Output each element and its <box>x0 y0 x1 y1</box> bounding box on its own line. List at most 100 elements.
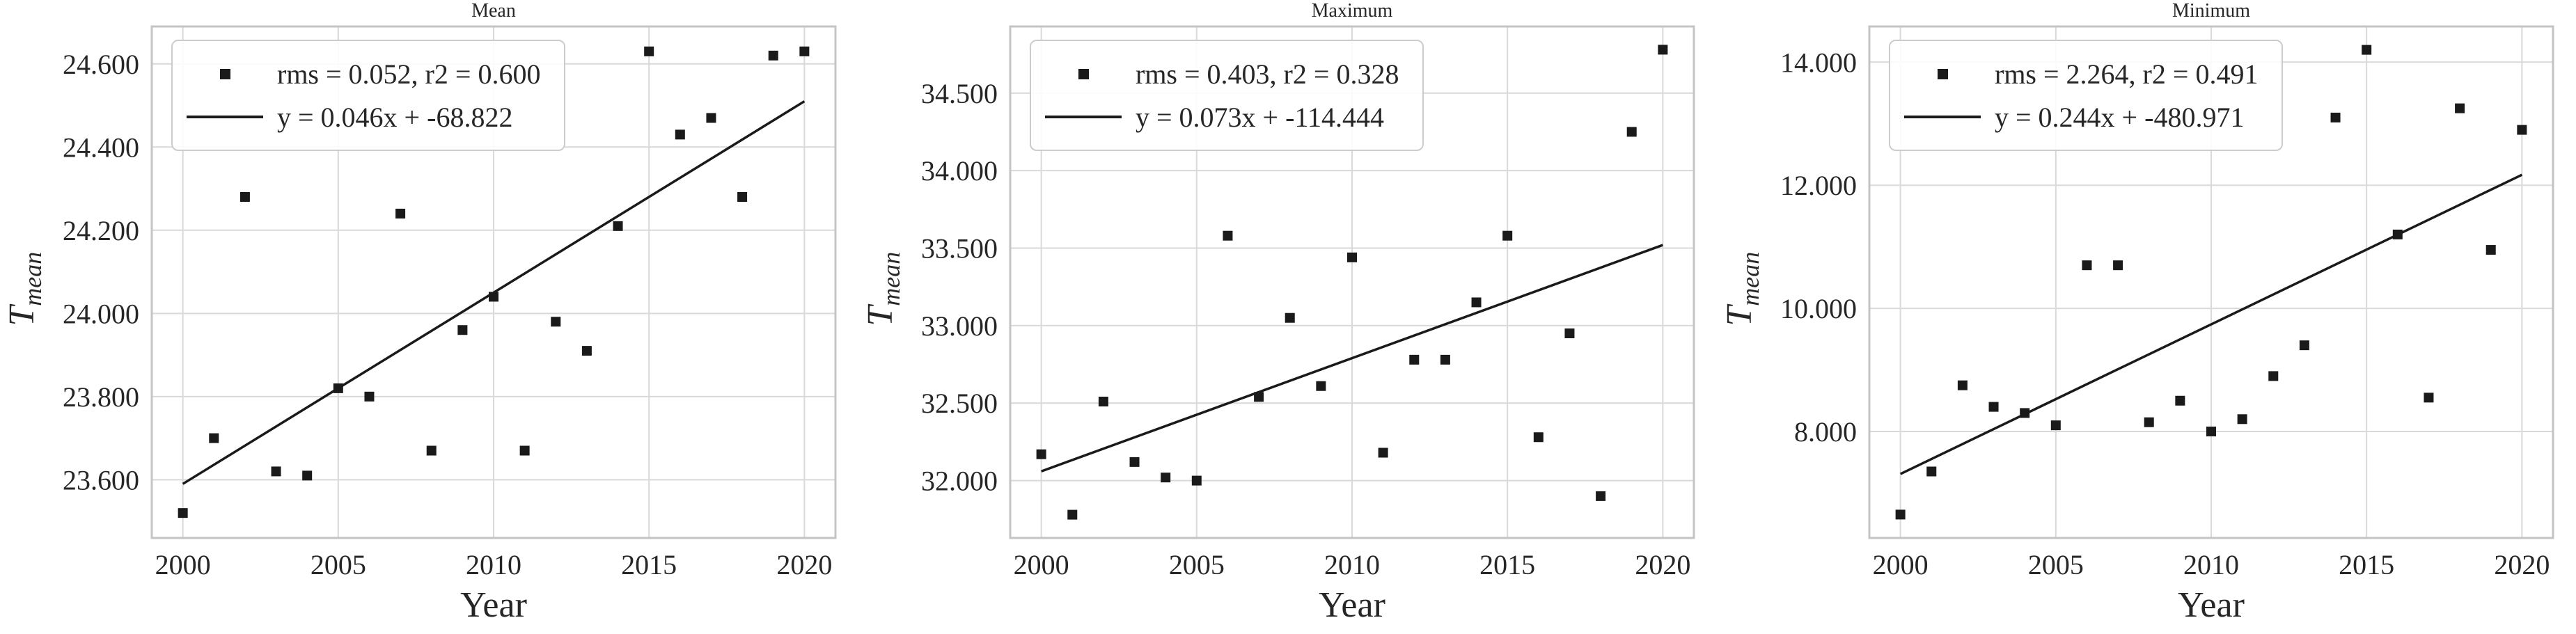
y-axis-label-symbol: T <box>1719 306 1759 326</box>
legend-line-sample-icon <box>1045 116 1122 118</box>
data-point <box>2237 414 2247 425</box>
data-point <box>2455 103 2465 113</box>
data-point <box>2362 45 2372 55</box>
legend-row-line: y = 0.244x + -480.971 <box>1890 95 2258 138</box>
legend-marker-cell <box>1890 116 1995 118</box>
data-point <box>1626 127 1637 137</box>
y-tick-label: 32.500 <box>921 388 998 419</box>
data-point <box>1957 380 1968 390</box>
data-point <box>395 208 406 219</box>
data-point <box>1988 402 1999 412</box>
axes-frame <box>150 25 837 539</box>
legend-line-label: y = 0.244x + -480.971 <box>1995 101 2245 133</box>
data-point <box>1409 354 1420 365</box>
data-point <box>1378 447 1388 458</box>
legend-marker-cell <box>173 68 277 79</box>
y-tick-label: 10.000 <box>1780 293 1857 324</box>
legend-row-line: y = 0.073x + -114.444 <box>1031 95 1399 138</box>
x-tick-label: 2005 <box>311 549 366 580</box>
y-axis-label-subscript: mean <box>877 251 906 306</box>
data-point <box>2050 420 2061 431</box>
data-point <box>333 383 343 393</box>
y-tick-label: 24.000 <box>63 298 139 329</box>
data-point <box>1098 397 1108 406</box>
x-tick-label: 2015 <box>621 549 677 580</box>
x-tick-label: 2020 <box>1635 549 1690 580</box>
data-point <box>581 346 592 356</box>
data-point <box>1926 466 1937 477</box>
trend-line <box>1041 244 1663 473</box>
data-point <box>1161 473 1171 483</box>
data-point <box>1564 328 1575 338</box>
legend-scatter-label: rms = 0.052, r2 = 0.600 <box>277 58 541 90</box>
data-point <box>2175 395 2185 406</box>
y-tick-label: 34.000 <box>921 155 998 187</box>
legend: rms = 0.403, r2 = 0.328 y = 0.073x + -11… <box>1030 40 1424 151</box>
y-tick-label: 33.500 <box>921 233 998 264</box>
data-point <box>1471 297 1482 308</box>
data-point <box>489 292 498 302</box>
y-tick-label: 24.200 <box>63 215 139 246</box>
x-tick-label: 2005 <box>2028 549 2084 580</box>
y-axis-label: Tmean <box>1719 164 1765 414</box>
data-point <box>706 113 716 123</box>
y-axis-label: Tmean <box>860 164 906 414</box>
x-tick-label: 2015 <box>2339 549 2394 580</box>
data-point <box>737 192 748 202</box>
y-tick-label: 33.000 <box>921 310 998 342</box>
data-point <box>2330 112 2341 122</box>
panel-maximum: 2000 2005 2010 2015 2020 32.000 32.500 33.000 33… <box>858 0 1717 634</box>
legend-line-label: y = 0.046x + -68.822 <box>277 101 513 133</box>
x-tick-label: 2010 <box>2183 549 2239 580</box>
data-point <box>1347 252 1357 262</box>
chart-title: Maximum <box>1311 0 1393 22</box>
y-tick-label: 8.000 <box>1794 416 1857 447</box>
legend-square-marker-icon <box>1078 68 1089 79</box>
y-axis-label: Tmean <box>1 164 47 414</box>
data-point <box>1223 230 1233 241</box>
x-tick-label: 2020 <box>776 549 832 580</box>
y-axis-label-subscript: mean <box>19 251 47 306</box>
legend-row-scatter: rms = 0.052, r2 = 0.600 <box>173 52 540 95</box>
y-tick-label: 23.600 <box>63 464 139 496</box>
y-tick-label: 23.800 <box>63 381 139 413</box>
legend-row-scatter: rms = 0.403, r2 = 0.328 <box>1031 52 1399 95</box>
x-tick-label: 2000 <box>1873 549 1929 580</box>
data-point <box>1285 312 1295 323</box>
x-tick-label: 2015 <box>1479 549 1535 580</box>
legend: rms = 2.264, r2 = 0.491 y = 0.244x + -48… <box>1889 40 2284 151</box>
data-point <box>2206 426 2216 436</box>
chart-mean: 2000 2005 2010 2015 2020 23.600 23.800 24.000 24… <box>63 25 837 580</box>
data-point <box>2144 417 2154 427</box>
legend-line-sample-icon <box>187 116 263 118</box>
data-point <box>551 317 561 327</box>
axes-frame <box>1868 25 2554 539</box>
legend-row-scatter: rms = 2.264, r2 = 0.491 <box>1890 52 2258 95</box>
data-point <box>2113 260 2123 271</box>
data-point <box>1316 381 1326 391</box>
data-point <box>519 445 530 456</box>
x-axis-label: Year <box>2178 585 2245 625</box>
legend-marker-cell <box>1031 68 1136 79</box>
x-tick-label: 2000 <box>155 549 211 580</box>
data-point <box>2392 229 2403 239</box>
x-tick-label: 2005 <box>1169 549 1225 580</box>
data-point <box>1502 230 1513 241</box>
y-tick-label: 24.600 <box>63 49 139 80</box>
legend-scatter-label: rms = 0.403, r2 = 0.328 <box>1136 58 1399 90</box>
data-point <box>1895 509 1906 520</box>
data-point <box>239 192 250 202</box>
data-point <box>644 46 654 56</box>
data-point <box>1191 475 1202 486</box>
x-tick-label: 2010 <box>1324 549 1380 580</box>
data-point <box>2268 371 2279 381</box>
data-point <box>2517 125 2527 135</box>
data-point <box>1254 392 1264 402</box>
x-tick-label: 2000 <box>1014 549 1069 580</box>
data-point <box>2485 245 2496 255</box>
data-point <box>2082 260 2092 271</box>
data-point <box>302 470 313 481</box>
trend-line <box>1899 173 2523 475</box>
y-tick-label: 14.000 <box>1780 47 1857 78</box>
legend-marker-cell <box>1890 68 1995 79</box>
